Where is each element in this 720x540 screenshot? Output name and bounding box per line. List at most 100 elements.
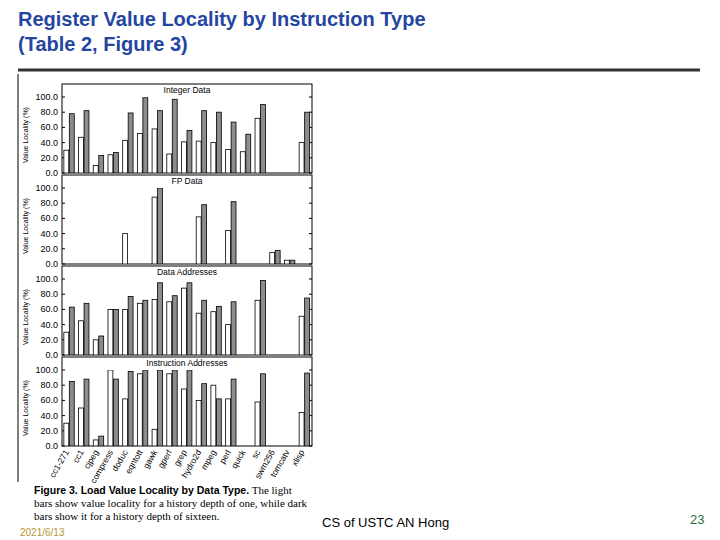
- y-axis-label: Value Locality (%): [22, 380, 30, 436]
- bar: [216, 306, 221, 355]
- bar: [255, 118, 260, 173]
- bar: [64, 150, 69, 173]
- bar: [182, 288, 187, 355]
- bar: [143, 300, 148, 355]
- bar: [167, 154, 172, 173]
- slide-title: Register Value Locality by Instruction T…: [18, 8, 426, 30]
- bar: [158, 111, 163, 173]
- bar: [172, 370, 177, 446]
- x-tick-label: xlisp: [289, 448, 306, 468]
- y-tick-label: 100.0: [35, 183, 58, 193]
- slide: Register Value Locality by Instruction T…: [0, 0, 720, 540]
- panel-title: Data Addresses: [157, 267, 217, 277]
- bar: [93, 165, 98, 173]
- bar: [152, 197, 157, 264]
- bar: [290, 260, 295, 264]
- bar: [211, 143, 216, 173]
- bar: [137, 133, 142, 173]
- y-tick: [309, 370, 312, 371]
- bar: [261, 281, 266, 355]
- bar: [299, 316, 304, 355]
- bar: [211, 385, 216, 446]
- bar: [211, 312, 216, 355]
- bar: [113, 379, 118, 446]
- bar: [158, 188, 163, 264]
- y-tick: [62, 248, 65, 249]
- bar: [196, 400, 201, 446]
- bar: [152, 129, 157, 173]
- bar: [182, 142, 187, 173]
- y-tick: [309, 279, 312, 280]
- bar: [226, 149, 231, 173]
- bar: [270, 253, 275, 264]
- panel: Instruction Addresses0.020.040.060.080.0…: [22, 357, 312, 485]
- y-tick: [309, 97, 312, 98]
- bar: [261, 374, 266, 446]
- bar: [123, 234, 128, 264]
- y-tick-label: 80.0: [40, 107, 58, 117]
- bar: [202, 111, 207, 173]
- bar: [84, 111, 89, 173]
- y-tick: [62, 309, 65, 310]
- y-tick: [62, 370, 65, 371]
- page-number: 23: [690, 512, 704, 527]
- bar: [128, 113, 133, 173]
- panel-title: FP Data: [171, 176, 202, 186]
- y-tick-label: 60.0: [40, 304, 58, 314]
- y-tick: [62, 324, 65, 325]
- bar: [167, 374, 172, 446]
- panel-title: Integer Data: [164, 85, 211, 95]
- bar: [284, 260, 289, 264]
- caption-title: Figure 3. Load Value Locality by Data Ty…: [34, 484, 249, 496]
- bar: [108, 155, 113, 173]
- slide-canvas: Register Value Locality by Instruction T…: [0, 0, 720, 540]
- bar: [187, 130, 192, 173]
- y-tick-label: 0.0: [45, 350, 58, 360]
- y-tick: [62, 233, 65, 234]
- bar: [123, 309, 128, 355]
- bar: [69, 114, 74, 173]
- y-tick: [62, 400, 65, 401]
- bar: [196, 313, 201, 355]
- bar: [137, 303, 142, 355]
- bar: [305, 373, 310, 446]
- bar: [226, 399, 231, 446]
- date: 2021/6/13: [20, 527, 65, 538]
- bar: [299, 413, 304, 446]
- footer: CS of USTC AN Hong: [322, 515, 449, 530]
- y-tick-label: 100.0: [35, 365, 58, 375]
- bar: [231, 202, 236, 264]
- bar: [84, 303, 89, 355]
- panel-frame: [62, 266, 312, 355]
- x-tick-label: mpeg: [199, 448, 218, 472]
- bar: [226, 325, 231, 355]
- bar: [152, 300, 157, 355]
- y-tick: [62, 203, 65, 204]
- y-tick: [62, 415, 65, 416]
- x-tick-label: sc: [249, 447, 262, 460]
- bar: [99, 156, 104, 173]
- x-tick-label: quick: [229, 447, 248, 470]
- bar: [231, 122, 236, 173]
- y-tick: [309, 233, 312, 234]
- bar: [108, 309, 113, 355]
- panel-title: Instruction Addresses: [146, 358, 227, 368]
- bar: [196, 141, 201, 173]
- y-tick-label: 20.0: [40, 244, 58, 254]
- y-tick: [62, 97, 65, 98]
- y-axis-label: Value Locality (%): [22, 198, 30, 254]
- y-tick: [62, 385, 65, 386]
- bar: [123, 140, 128, 173]
- y-tick-label: 20.0: [40, 426, 58, 436]
- bar: [69, 381, 74, 446]
- bar: [246, 134, 251, 173]
- bar: [187, 370, 192, 446]
- bars: [64, 98, 310, 173]
- x-tick-label: cc1-271: [47, 448, 71, 479]
- bar: [255, 402, 260, 446]
- bar: [240, 152, 245, 173]
- y-tick-label: 80.0: [40, 289, 58, 299]
- bar: [79, 408, 84, 446]
- y-tick: [309, 248, 312, 249]
- y-tick: [309, 294, 312, 295]
